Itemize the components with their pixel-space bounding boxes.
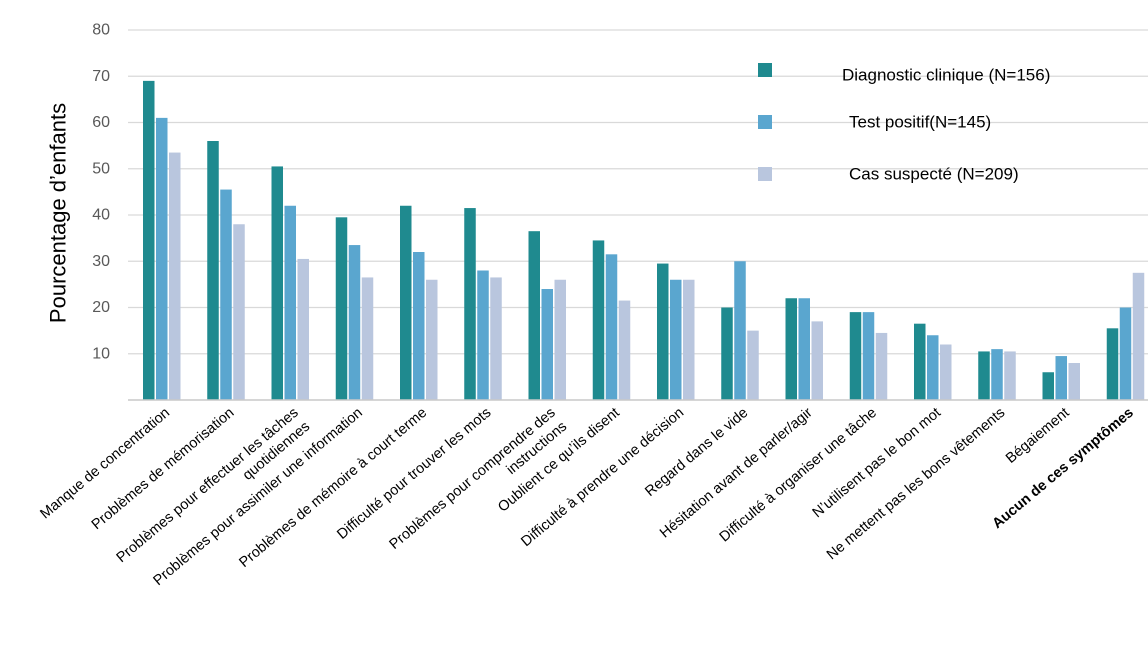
y-tick-label: 70 bbox=[92, 68, 110, 85]
bar bbox=[1119, 307, 1132, 400]
bar bbox=[862, 312, 875, 400]
bar bbox=[348, 245, 361, 400]
y-tick-label: 20 bbox=[92, 299, 110, 316]
bars bbox=[143, 80, 1145, 400]
bar bbox=[207, 141, 219, 400]
bar bbox=[464, 208, 476, 400]
bar bbox=[670, 279, 682, 400]
bar bbox=[811, 321, 823, 400]
bar bbox=[1004, 351, 1016, 400]
y-axis-ticks: 10 20 30 40 50 60 70 80 bbox=[92, 22, 110, 363]
bar bbox=[605, 254, 618, 400]
bar bbox=[978, 351, 990, 400]
bar bbox=[785, 298, 797, 400]
bar bbox=[721, 307, 733, 400]
x-tick-label: N’utilisent pas le bon mot bbox=[810, 405, 944, 521]
bar bbox=[361, 277, 374, 400]
bar bbox=[747, 330, 759, 400]
bar bbox=[991, 349, 1003, 400]
bar bbox=[169, 152, 181, 400]
bar bbox=[1042, 372, 1054, 400]
bar bbox=[1055, 356, 1067, 400]
bar bbox=[875, 332, 888, 400]
legend: Diagnostic clinique (N=156) Test positif(… bbox=[758, 63, 1050, 184]
x-tick-label: Bégaiement bbox=[1003, 405, 1073, 467]
bar bbox=[683, 279, 695, 400]
y-tick-label: 40 bbox=[92, 207, 110, 224]
bar bbox=[271, 166, 283, 400]
bar bbox=[1068, 363, 1080, 400]
y-tick-label: 10 bbox=[92, 345, 110, 362]
bar bbox=[541, 289, 553, 400]
bar bbox=[220, 189, 232, 400]
bar bbox=[156, 117, 168, 400]
bar bbox=[477, 270, 489, 400]
legend-label: Test positif(N=145) bbox=[849, 113, 991, 132]
legend-label: Diagnostic clinique (N=156) bbox=[842, 66, 1050, 85]
bar bbox=[618, 300, 631, 400]
bar bbox=[940, 344, 952, 400]
legend-swatch bbox=[758, 63, 772, 77]
bar bbox=[335, 217, 348, 400]
bar bbox=[657, 263, 669, 400]
bar bbox=[413, 252, 425, 400]
x-tick-label: Manque de concentration bbox=[37, 405, 173, 522]
bar bbox=[528, 231, 540, 400]
bar bbox=[284, 205, 296, 400]
bar bbox=[849, 312, 862, 400]
legend-swatch bbox=[758, 167, 772, 181]
y-tick-label: 80 bbox=[92, 22, 110, 39]
bar bbox=[1106, 328, 1119, 400]
y-axis-label: Pourcentage d’enfants bbox=[46, 103, 71, 323]
bar bbox=[914, 323, 926, 400]
bar bbox=[233, 224, 245, 400]
y-tick-label: 30 bbox=[92, 253, 110, 270]
bar bbox=[490, 277, 502, 400]
bar bbox=[1132, 272, 1145, 400]
y-tick-label: 60 bbox=[92, 114, 110, 131]
bar bbox=[143, 80, 155, 400]
bar bbox=[592, 240, 605, 400]
bar bbox=[426, 279, 438, 400]
legend-label: Cas suspecté (N=209) bbox=[849, 165, 1019, 184]
bar bbox=[554, 279, 566, 400]
bar bbox=[927, 335, 939, 400]
y-tick-label: 50 bbox=[92, 160, 110, 177]
bar bbox=[734, 261, 746, 400]
bar bbox=[297, 258, 309, 400]
bar bbox=[798, 298, 810, 400]
legend-swatch bbox=[758, 115, 772, 129]
bar bbox=[400, 205, 412, 400]
